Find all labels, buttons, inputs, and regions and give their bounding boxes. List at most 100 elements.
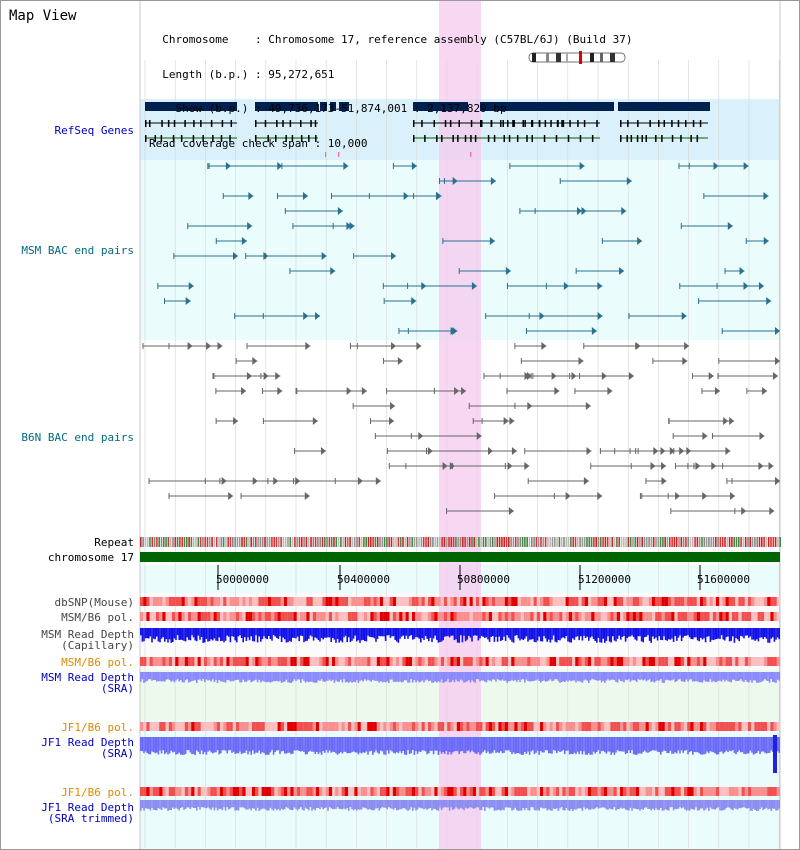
track-label-b6n-bac[interactable]: B6N BAC end pairs [21, 431, 134, 444]
track-label-msm-b6-pol[interactable]: MSM/B6 pol. [61, 611, 134, 624]
read-depth-bar [698, 737, 700, 754]
read-depth-bar [431, 737, 433, 751]
read-depth-bar [509, 672, 512, 682]
read-depth-bar [549, 737, 552, 754]
exon [531, 120, 533, 127]
read-depth-bar [346, 737, 348, 754]
track-label-jf1-pol[interactable]: JF1/B6 pol. [61, 721, 134, 734]
read-depth-bar [170, 672, 172, 682]
read-depth-bar [508, 628, 510, 638]
polymorphism-cell [700, 722, 704, 731]
repeat-element [597, 537, 600, 547]
repeat-element [342, 537, 344, 547]
polymorphism-cell [498, 657, 502, 666]
read-depth-bar [208, 800, 211, 809]
repeat-element [291, 537, 294, 547]
bac-end-marker [729, 417, 735, 425]
read-depth-bar [260, 800, 262, 810]
track-label-msm-depth-capillary[interactable]: MSM Read Depth (Capillary) [41, 628, 134, 652]
track-label-chromosome[interactable]: chromosome 17 [47, 551, 134, 564]
read-depth-bar [224, 628, 227, 641]
repeat-element [273, 537, 275, 547]
read-depth-bar [357, 672, 360, 683]
polymorphism-cell [572, 657, 576, 666]
read-depth-bar [188, 737, 190, 751]
track-label-dbsnp[interactable]: dbSNP(Mouse) [54, 596, 134, 609]
polymorphism-cell [632, 787, 637, 796]
polymorphism-cell [268, 722, 272, 731]
read-depth-bar [703, 628, 705, 639]
polymorphism-cell [405, 597, 409, 606]
read-depth-bar [768, 672, 771, 683]
read-depth-bar [437, 672, 440, 682]
read-depth-bar [410, 628, 412, 636]
read-depth-bar [167, 672, 169, 680]
track-label-msm-depth-sra[interactable]: MSM Read Depth (SRA) [41, 671, 134, 695]
read-depth-bar [394, 800, 396, 809]
track-label-jf1-pol-2[interactable]: JF1/B6 pol. [61, 786, 134, 799]
repeat-element [326, 537, 328, 547]
track-label-msm-bac[interactable]: MSM BAC end pairs [21, 244, 134, 257]
polymorphism-cell [287, 612, 291, 621]
read-depth-bar [316, 737, 318, 752]
polymorphism-cell [485, 612, 489, 621]
repeat-element [595, 537, 597, 547]
read-depth-bar [560, 628, 563, 639]
read-depth-bar [213, 800, 216, 811]
read-depth-bar [295, 672, 297, 682]
repeat-element [675, 537, 678, 547]
read-depth-bar [636, 628, 638, 641]
read-depth-bar [399, 737, 401, 752]
polymorphism-cell [482, 787, 486, 796]
read-depth-bar [468, 628, 470, 636]
read-depth-bar [744, 672, 747, 680]
polymorphism-cell [408, 597, 413, 606]
polymorphism-cell [306, 722, 310, 731]
read-depth-bar [666, 800, 668, 811]
polymorphism-cell [469, 597, 473, 606]
polymorphism-cell [607, 597, 611, 606]
polymorphism-cell [303, 787, 307, 796]
polymorphism-cell [773, 597, 777, 606]
track-label-jf1-depth-trimmed[interactable]: JF1 Read Depth (SRA trimmed) [41, 801, 134, 825]
read-depth-bar [327, 672, 329, 681]
polymorphism-cell [149, 657, 153, 666]
read-depth-bar [472, 672, 475, 682]
repeat-element [199, 537, 202, 547]
polymorphism-cell [140, 597, 144, 606]
read-depth-bar [698, 800, 700, 811]
repeat-element [156, 537, 158, 547]
track-label-refseq[interactable]: RefSeq Genes [54, 124, 134, 137]
polymorphism-cell [200, 597, 205, 606]
repeat-element [395, 537, 397, 547]
polymorphism-cell [338, 787, 342, 796]
polymorphism-cell [408, 657, 413, 666]
polymorphism-cell [504, 787, 509, 796]
read-depth-bar [546, 672, 548, 682]
polymorphism-cell [760, 787, 765, 796]
polymorphism-cell [341, 722, 345, 731]
read-depth-bar [357, 628, 360, 641]
read-depth-bar [237, 628, 240, 637]
track-label-jf1-depth-sra[interactable]: JF1 Read Depth (SRA) [41, 736, 134, 760]
bac-end-marker [585, 402, 591, 410]
polymorphism-cell [594, 612, 598, 621]
read-depth-bar [612, 672, 614, 680]
polymorphism-cell [629, 787, 633, 796]
bac-end-marker [232, 252, 238, 260]
track-label-msm-b6-pol-2[interactable]: MSM/B6 pol. [61, 656, 134, 669]
read-depth-bar [495, 737, 497, 753]
exon [620, 120, 622, 127]
polymorphism-cell [392, 657, 397, 666]
read-depth-bar [308, 737, 310, 752]
bac-end-marker [524, 462, 530, 470]
track-label-repeat[interactable]: Repeat [94, 536, 134, 549]
read-depth-bar [240, 800, 243, 808]
read-depth-bar [701, 800, 704, 809]
read-depth-bar [344, 672, 347, 683]
read-depth-bar [658, 737, 660, 753]
read-depth-bar [762, 672, 764, 681]
read-depth-bar [573, 800, 576, 810]
